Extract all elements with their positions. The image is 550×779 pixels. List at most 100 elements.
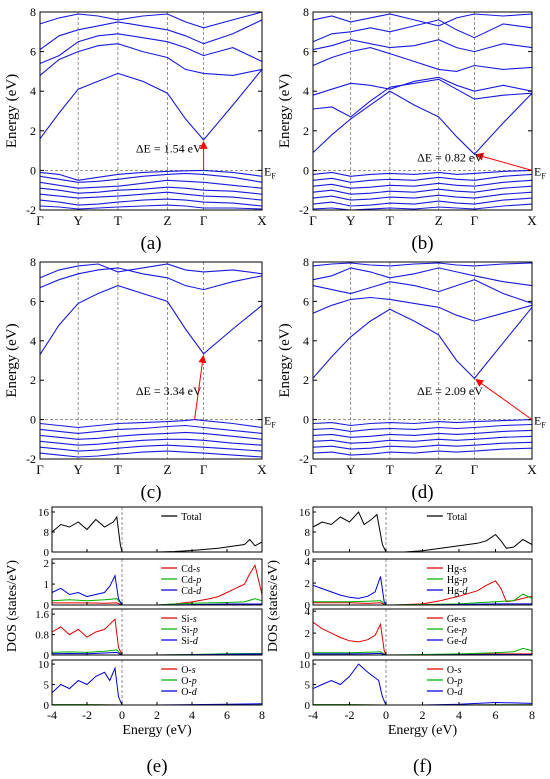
kpath-label: Z — [163, 462, 171, 477]
dos-subplot: 0 2 4 Hg-sHg-pHg-d — [305, 556, 533, 612]
kpath-label: Y — [346, 462, 356, 477]
legend-label-orbital: p — [461, 575, 467, 586]
conduction-band — [39, 33, 263, 65]
dos-series-line — [313, 580, 533, 606]
legend-label-orbital: s — [196, 564, 200, 575]
kpath-label: X — [257, 462, 267, 477]
band-gap-arrow — [475, 379, 533, 421]
y-tick-label: 8 — [303, 5, 309, 19]
plot-frame — [39, 261, 263, 460]
y-tick-label: 1 — [44, 579, 50, 591]
x-tick-label: 6 — [493, 708, 499, 722]
y-tick-label: 2 — [303, 373, 309, 387]
y-tick-label: 0 — [305, 600, 311, 612]
kpath-label: Z — [435, 462, 443, 477]
conduction-band — [312, 279, 533, 304]
band-panel: -2 0 2 4 6 8 Γ Y T Z Γ X Energy (eV) EF ΔE = 0.82 eV (b… — [277, 5, 546, 254]
y-tick-label: 6 — [303, 294, 309, 308]
kpath-label: Z — [163, 213, 171, 228]
y-axis-label: DOS (states/eV) — [266, 560, 281, 652]
band-gap-label: ΔE = 3.34 eV — [136, 384, 202, 398]
x-axis-label: Energy (eV) — [122, 723, 192, 738]
x-tick-label: -4 — [47, 708, 57, 722]
band-panel: -2 0 2 4 6 8 Γ Y T Z Γ X Energy (eV) EF ΔE = 3.34 eV (c… — [4, 255, 276, 503]
dos-subplot: 0 1 2 Cd-sCd-pCd-d — [44, 558, 263, 612]
valence-band — [39, 198, 263, 207]
legend-label-orbital: d — [192, 687, 198, 698]
legend-label: Hg-p — [447, 575, 468, 586]
dos-series-line — [312, 621, 532, 656]
dos-series-line — [51, 666, 263, 706]
legend-label: O-p — [447, 676, 463, 687]
kpath-label: T — [386, 213, 394, 228]
legend-label-orbital: p — [456, 676, 462, 687]
y-tick-label: 0 — [303, 163, 309, 177]
plot-frame — [51, 558, 263, 606]
y-tick-label: 0 — [305, 547, 311, 559]
conduction-band — [39, 263, 263, 279]
band-panel: -2 0 2 4 6 8 Γ Y T Z Γ X Energy (eV) EF ΔE = 2.09 eV (d… — [277, 255, 546, 503]
legend-label: Ge-d — [447, 636, 468, 647]
y-axis-label: Energy (eV) — [277, 323, 293, 397]
kpath-label: Γ — [309, 213, 317, 228]
y-tick-label: 10 — [299, 659, 311, 671]
conduction-band — [39, 69, 263, 141]
y-tick-label: 0 — [44, 700, 50, 712]
plot-frame — [312, 608, 533, 656]
legend-label: O-d — [447, 687, 464, 698]
legend-label: O-s — [181, 665, 196, 676]
y-tick-label: 2 — [30, 373, 36, 387]
plot-frame — [312, 261, 533, 460]
x-axis-label: Energy (eV) — [388, 723, 458, 738]
y-tick-label: 4 — [30, 84, 36, 98]
valence-band — [312, 441, 533, 450]
y-tick-label: 0 — [30, 413, 36, 427]
kpath-label: Y — [73, 462, 83, 477]
y-tick-label: 1.6 — [35, 609, 49, 621]
valence-band — [312, 429, 533, 438]
plot-frame — [39, 11, 263, 211]
y-tick-label: 4 — [305, 556, 311, 568]
dos-series-line — [51, 618, 262, 656]
y-tick-label: 4 — [30, 334, 36, 348]
y-tick-label: 16 — [299, 507, 311, 519]
plot-frame — [51, 608, 263, 656]
valence-band — [39, 172, 263, 183]
dos-subplot: 0 0.8 1.6 Si-sSi-pSi-d — [35, 608, 263, 662]
legend-label: O-d — [181, 687, 198, 698]
plot-frame — [51, 506, 263, 553]
dos-series-line — [312, 663, 533, 706]
y-tick-label: 6 — [30, 45, 36, 59]
legend-label-orbital: p — [461, 625, 467, 636]
panel-label: (f) — [413, 756, 432, 777]
y-tick-label: 4 — [303, 334, 309, 348]
kpath-label: Γ — [471, 462, 479, 477]
y-tick-label: 6 — [30, 294, 36, 308]
legend-label-orbital: s — [193, 614, 197, 625]
kpath-label: Γ — [309, 462, 317, 477]
panel-label: (b) — [411, 233, 433, 254]
legend-label: O-s — [447, 665, 462, 676]
x-tick-label: 6 — [224, 708, 230, 722]
band-gap-label: ΔE = 2.09 eV — [417, 384, 483, 398]
kpath-label: X — [527, 462, 537, 477]
y-tick-label: 0 — [44, 547, 50, 559]
y-tick-label: 2 — [303, 124, 309, 138]
conduction-band — [312, 262, 533, 267]
legend-label-orbital: d — [462, 586, 468, 597]
valence-band — [312, 419, 533, 427]
y-tick-label: -2 — [26, 452, 36, 466]
valence-band — [312, 191, 533, 201]
dos-series-line — [52, 564, 263, 606]
y-axis-label: DOS (states/eV) — [5, 560, 20, 652]
conduction-band — [312, 306, 533, 380]
y-axis-label: Energy (eV) — [4, 74, 20, 148]
x-tick-label: 2 — [420, 708, 426, 722]
band-panel: -2 0 2 4 6 8 Γ Y T Z Γ X Energy (eV) EF ΔE = 1.54 eV (a… — [4, 5, 276, 254]
y-tick-label: 4 — [305, 606, 311, 618]
legend-label-orbital: p — [195, 575, 201, 586]
valence-band — [312, 197, 533, 207]
kpath-label: Γ — [200, 213, 208, 228]
